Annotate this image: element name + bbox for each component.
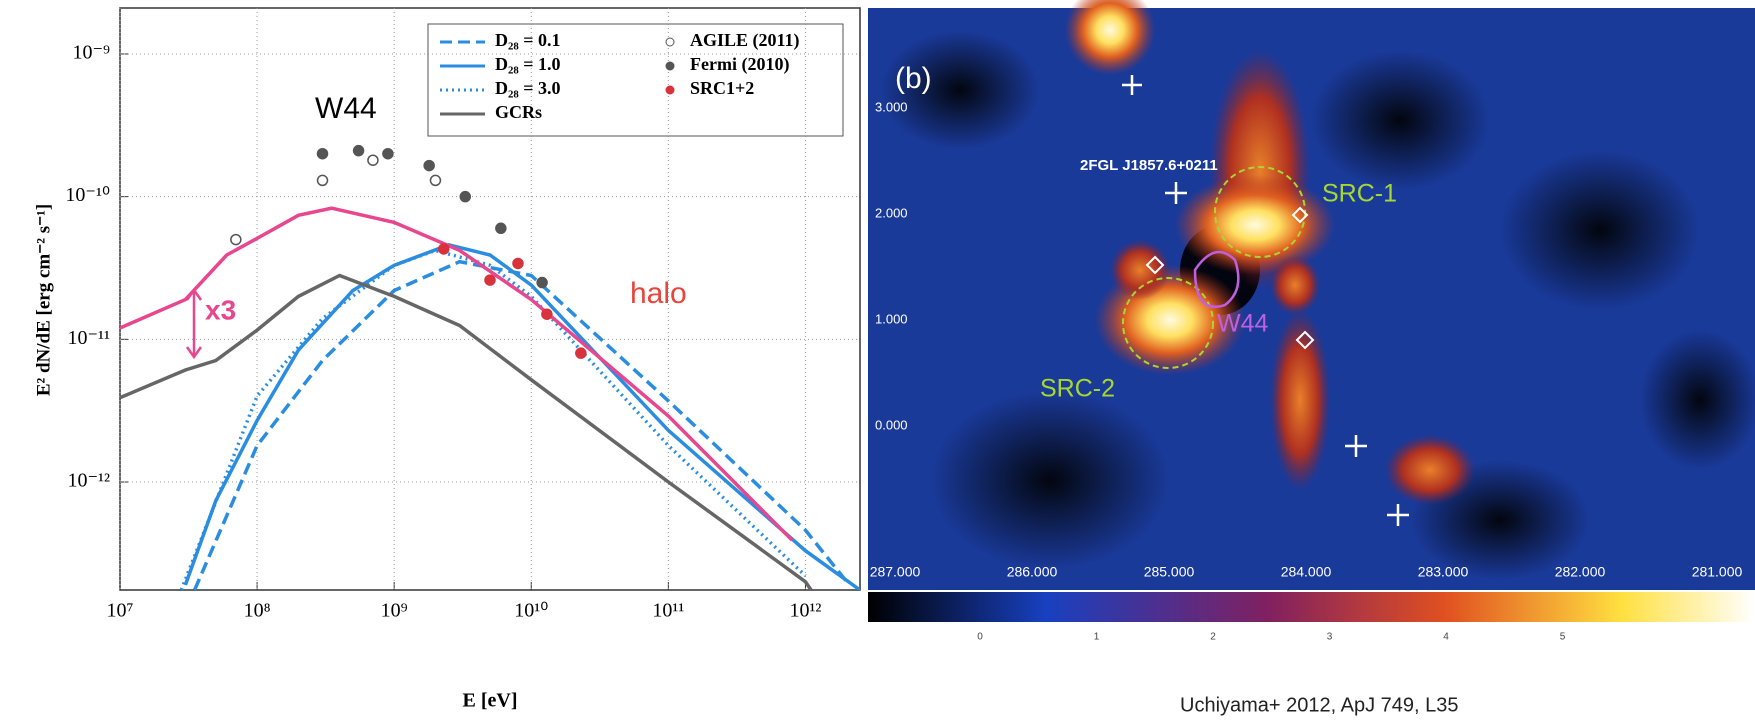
data-point [423, 159, 435, 172]
x-tick-label: 10¹⁰ [514, 600, 548, 622]
legend [427, 23, 844, 137]
annotation: x3 [205, 294, 236, 325]
line [120, 273, 813, 590]
caption: Uchiyama+ 2012, ApJ 749, L35 [1180, 694, 1459, 716]
data-point [367, 154, 379, 166]
map-y-tick: 3.000 [875, 99, 908, 114]
plot-area [120, 144, 860, 590]
legend-label: D₂₈ = 3.0 [495, 78, 561, 98]
y-tick-label: 10⁻¹² [67, 470, 110, 492]
legend-swatch [665, 37, 675, 47]
source-label: 2FGL J1857.6+0211 [1080, 157, 1218, 174]
chart: E [eV] E² dN/dE [erg cm⁻² s⁻¹] W44 x3 ha… [33, 7, 861, 712]
sky-map: (b) 2FGL J1857.6+0211 SRC-1 SRC-2 W44 [868, 0, 1755, 622]
map-x-tick: 287.000 [870, 564, 921, 580]
map-x-tick: 286.000 [1007, 564, 1058, 580]
source-label: SRC-2 [1040, 375, 1115, 403]
legend-label: GCRs [495, 102, 542, 122]
colorbar-tick: 4 [1443, 632, 1449, 643]
legend-swatch [665, 61, 675, 71]
line [120, 206, 794, 542]
colorbar-tick: 5 [1560, 632, 1566, 643]
legend-label: AGILE (2011) [690, 30, 800, 51]
map-x-tick: 281.000 [1692, 564, 1743, 580]
legend-swatch [665, 85, 675, 95]
data-point [575, 347, 587, 359]
x-tick-label: 10⁷ [107, 600, 134, 622]
colorbar-tick: 0 [977, 632, 983, 643]
data-point [382, 147, 394, 160]
map-x-tick: 285.000 [1144, 564, 1195, 580]
x-tick-label: 10¹¹ [652, 600, 684, 622]
data-point [438, 243, 450, 255]
annotation: W44 [315, 92, 377, 125]
legend-label: SRC1+2 [690, 78, 754, 98]
plot-frame [119, 7, 861, 591]
map-y-tick: 2.000 [875, 205, 908, 220]
object-label: W44 [1217, 310, 1269, 338]
data-point [541, 308, 553, 320]
map-x-tick: 284.000 [1281, 564, 1332, 580]
data-point [459, 190, 472, 203]
map-y-tick: 1.000 [875, 311, 908, 326]
data-point [536, 276, 548, 289]
source-label: SRC-1 [1322, 180, 1397, 208]
data-point [352, 144, 365, 157]
legend-label: D₂₈ = 0.1 [495, 30, 561, 50]
colorbar [868, 592, 1755, 622]
annotation: halo [630, 277, 687, 310]
map-x-tick: 282.000 [1555, 564, 1606, 580]
line [183, 242, 860, 590]
data-point [316, 174, 329, 187]
line [192, 259, 849, 590]
y-tick-label: 10⁻⁹ [72, 42, 110, 64]
data-point [230, 233, 242, 246]
legend-label: Fermi (2010) [690, 54, 789, 75]
legend-label: D₂₈ = 1.0 [495, 54, 561, 74]
panel-label: (b) [895, 62, 932, 95]
data-point [512, 257, 524, 270]
x-axis-label: E [eV] [463, 690, 518, 712]
colorbar-tick: 2 [1210, 632, 1216, 643]
x-tick-label: 10⁸ [244, 600, 271, 622]
y-tick-label: 10⁻¹⁰ [65, 184, 110, 206]
data-point [316, 147, 329, 160]
data-point [429, 174, 442, 187]
colorbar-tick: 3 [1327, 632, 1333, 643]
x-tick-label: 10⁹ [381, 600, 408, 622]
colorbar-tick: 1 [1094, 632, 1100, 643]
y-axis-label: E² dN/dE [erg cm⁻² s⁻¹] [33, 204, 54, 396]
x-tick-label: 10¹² [789, 600, 821, 622]
map-y-tick: 0.000 [875, 417, 908, 432]
y-tick-label: 10⁻¹¹ [67, 327, 110, 349]
data-point [495, 222, 507, 235]
map-x-tick: 283.000 [1418, 564, 1469, 580]
data-point [484, 274, 496, 286]
